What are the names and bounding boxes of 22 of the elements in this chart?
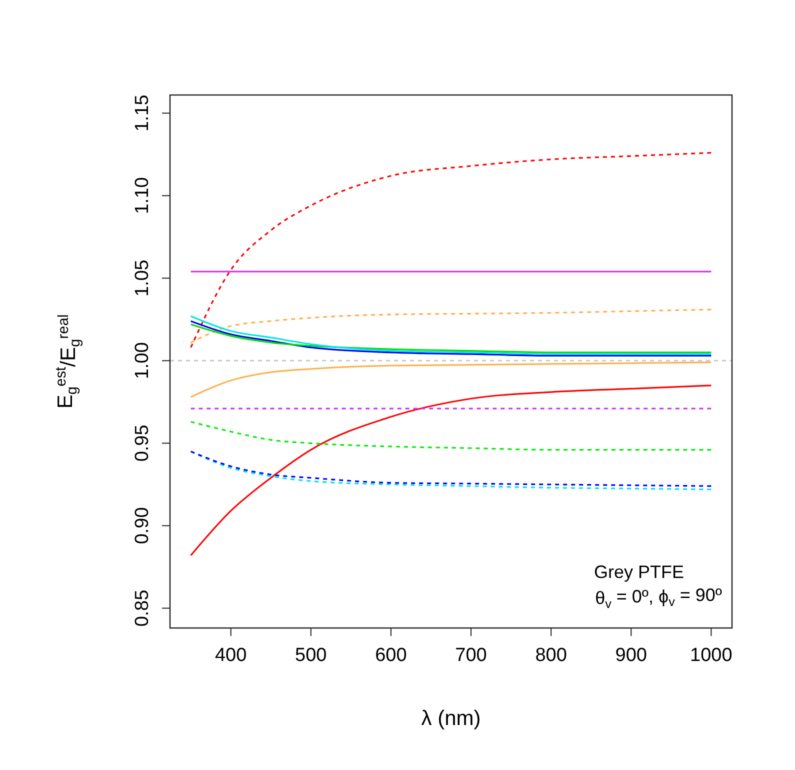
x-tick-label: 600: [375, 645, 407, 666]
x-tick-label: 900: [615, 645, 647, 666]
x-tick-label: 400: [214, 645, 247, 666]
y-tick-label: 0.85: [132, 590, 153, 627]
y-tick-label: 1.05: [132, 260, 153, 297]
y-tick-label: 0.95: [132, 424, 153, 462]
annotation: Grey PTFE: [594, 562, 684, 582]
line-series: [190, 420, 712, 451]
line-series: [190, 308, 712, 344]
y-tick-label: 1.00: [132, 342, 153, 380]
annotation: θ$_{v}$ = 0º, ϕ$_{v}$ = 90º: [595, 584, 722, 611]
x-tick-label: 500: [295, 645, 327, 666]
line-series: [190, 384, 712, 556]
line-series: [190, 362, 712, 398]
y-tick-label: 0.90: [132, 507, 153, 544]
line-series: [190, 152, 712, 348]
x-tick-label: 800: [535, 645, 567, 666]
x-tick-label: 1000: [690, 645, 732, 666]
y-tick-label: 1.10: [132, 177, 153, 214]
y-tick-label: 1.15: [132, 94, 153, 132]
x-axis-title: λ (nm): [421, 707, 481, 730]
x-tick-label: 700: [455, 645, 487, 666]
